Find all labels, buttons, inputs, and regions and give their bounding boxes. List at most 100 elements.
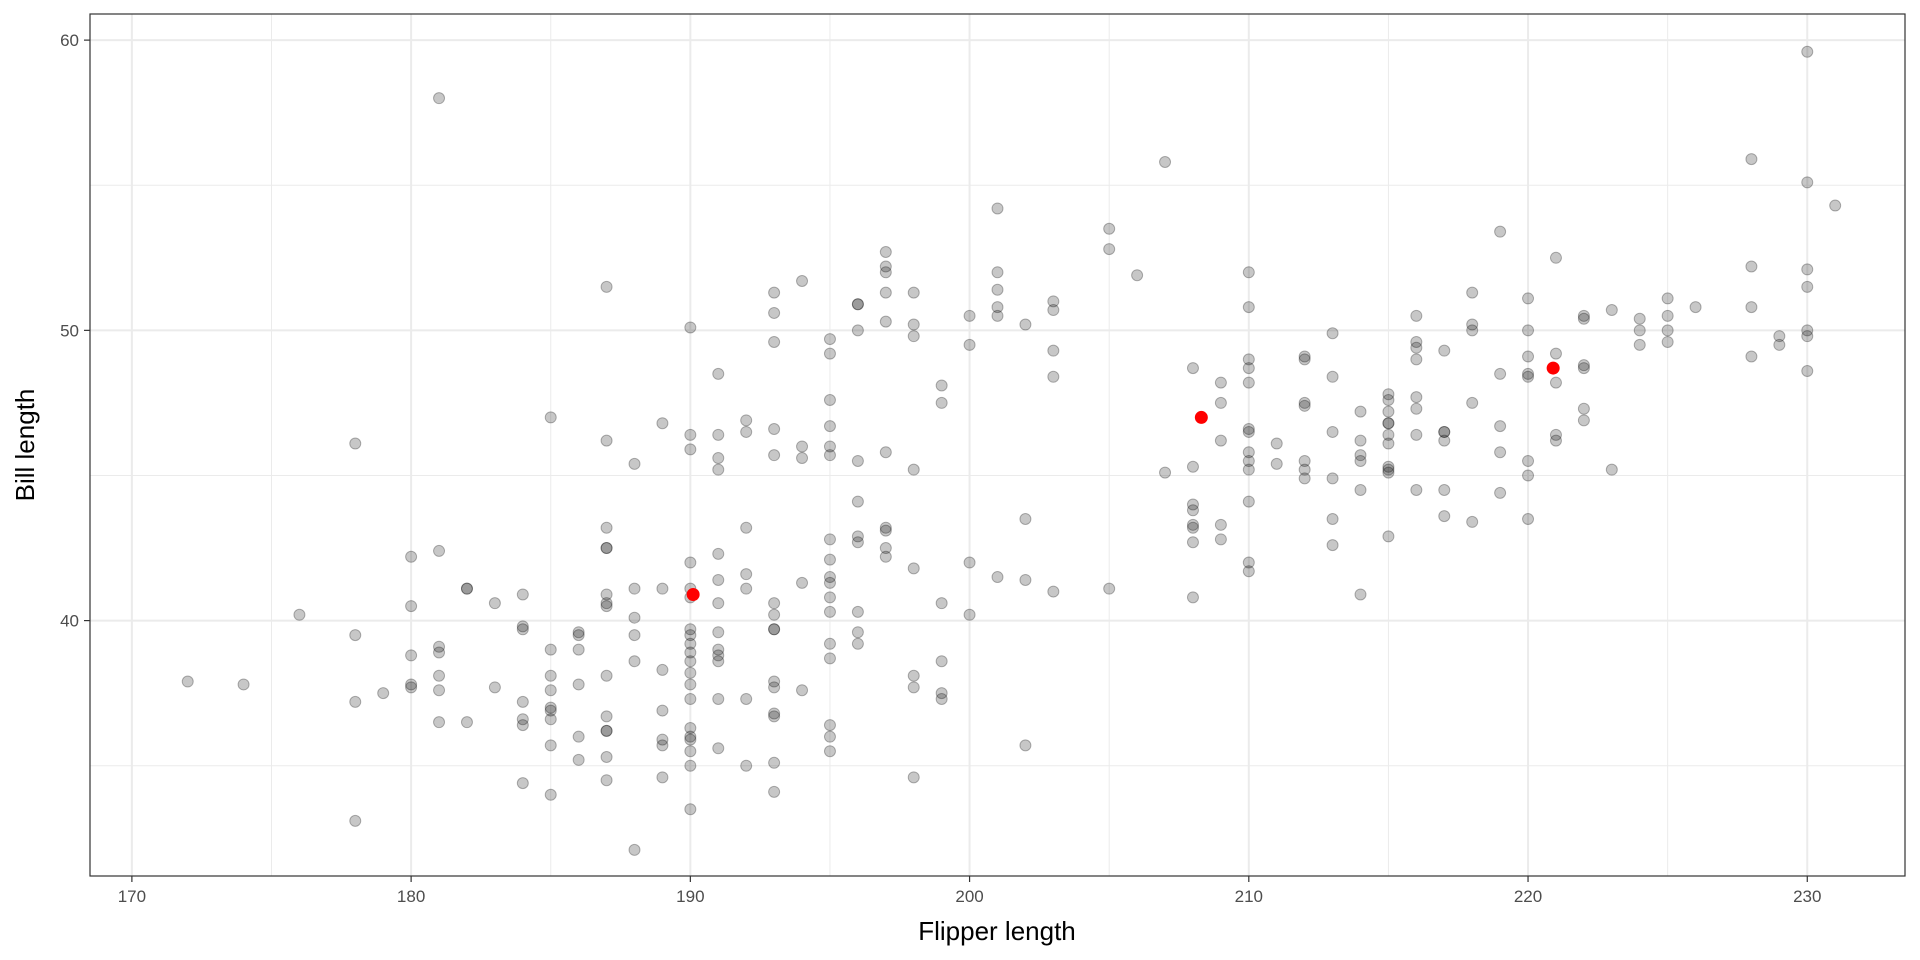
data-point	[656, 771, 669, 784]
data-point	[1214, 396, 1227, 409]
data-point	[740, 759, 753, 772]
data-point	[851, 298, 864, 311]
data-point	[1549, 376, 1562, 389]
y-tick-label: 50	[60, 321, 79, 340]
data-point	[712, 597, 725, 610]
major-gridlines	[90, 14, 1905, 876]
data-point	[1242, 565, 1255, 578]
data-point	[1298, 463, 1311, 476]
data-point	[851, 298, 864, 311]
data-point	[1382, 463, 1395, 476]
data-point	[1549, 434, 1562, 447]
data-point	[656, 582, 669, 595]
data-point	[405, 678, 418, 691]
data-point	[823, 745, 836, 758]
data-point	[991, 202, 1004, 215]
data-point	[1410, 341, 1423, 354]
data-point	[1522, 292, 1535, 305]
data-point	[823, 571, 836, 584]
data-point	[907, 463, 920, 476]
data-point	[293, 608, 306, 621]
data-point	[879, 245, 892, 258]
data-point	[572, 629, 585, 642]
data-point	[1326, 539, 1339, 552]
data-point	[935, 379, 948, 392]
data-point	[1522, 324, 1535, 337]
data-point	[1214, 376, 1227, 389]
data-point	[1522, 350, 1535, 363]
data-point	[768, 608, 781, 621]
data-point	[1242, 353, 1255, 366]
data-point	[572, 753, 585, 766]
highlight-point	[1194, 410, 1208, 424]
data-point	[544, 411, 557, 424]
data-point	[516, 623, 529, 636]
data-point	[1410, 335, 1423, 348]
data-point	[460, 582, 473, 595]
data-point	[1801, 263, 1814, 276]
data-point	[796, 452, 809, 465]
data-point	[1186, 362, 1199, 375]
data-point	[740, 521, 753, 534]
data-point	[488, 681, 501, 694]
data-point	[1522, 370, 1535, 383]
data-point	[684, 692, 697, 705]
data-point	[712, 428, 725, 441]
data-point	[796, 440, 809, 453]
x-tick-label: 210	[1235, 887, 1263, 906]
data-point	[1242, 301, 1255, 314]
data-point	[991, 309, 1004, 322]
data-point	[1494, 367, 1507, 380]
data-point	[1382, 394, 1395, 407]
data-point	[1773, 330, 1786, 343]
data-point	[349, 437, 362, 450]
data-point	[433, 544, 446, 557]
data-point	[740, 582, 753, 595]
data-point	[712, 643, 725, 656]
x-tick-label: 230	[1793, 887, 1821, 906]
data-point	[1522, 367, 1535, 380]
data-point	[628, 629, 641, 642]
data-point	[768, 707, 781, 720]
data-point	[1382, 417, 1395, 430]
data-point	[1354, 434, 1367, 447]
data-point	[544, 701, 557, 714]
data-point	[684, 803, 697, 816]
data-point	[600, 724, 613, 737]
x-tick-label: 220	[1514, 887, 1542, 906]
data-point	[851, 495, 864, 508]
data-point	[907, 330, 920, 343]
data-point	[1466, 318, 1479, 331]
data-point	[712, 742, 725, 755]
data-point	[1438, 344, 1451, 357]
data-point	[1522, 513, 1535, 526]
data-point	[851, 605, 864, 618]
data-point	[1186, 518, 1199, 531]
data-point	[1103, 222, 1116, 235]
data-point	[1494, 420, 1507, 433]
data-point	[1577, 359, 1590, 372]
data-point	[1270, 457, 1283, 470]
data-point	[600, 669, 613, 682]
data-point	[181, 675, 194, 688]
data-point	[879, 260, 892, 273]
data-point	[1605, 463, 1618, 476]
data-point	[1186, 498, 1199, 511]
data-point	[1242, 446, 1255, 459]
data-point	[516, 777, 529, 790]
data-point	[935, 396, 948, 409]
data-point	[1801, 45, 1814, 58]
data-point	[1549, 347, 1562, 360]
data-point	[405, 649, 418, 662]
data-point	[433, 716, 446, 729]
data-point	[1801, 364, 1814, 377]
data-point	[1354, 449, 1367, 462]
data-point	[712, 692, 725, 705]
data-point	[516, 719, 529, 732]
data-point	[1242, 376, 1255, 389]
data-point	[1438, 425, 1451, 438]
x-tick-label: 180	[397, 887, 425, 906]
data-point	[712, 626, 725, 639]
data-point	[991, 266, 1004, 279]
data-point	[1577, 402, 1590, 415]
